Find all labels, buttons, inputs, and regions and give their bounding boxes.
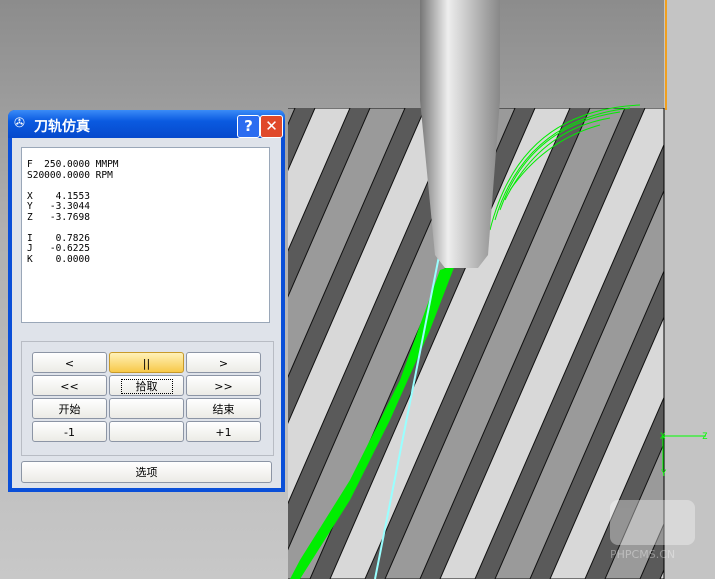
- helix-flute: [288, 108, 406, 379]
- helix-flute: [604, 442, 664, 579]
- axis-x-label: X: [660, 432, 666, 442]
- axis-y-label: Y: [661, 469, 667, 479]
- z-value: Z -3.7698: [27, 211, 90, 223]
- pick-button[interactable]: 拾取: [109, 375, 184, 396]
- helix-flute: [439, 108, 664, 579]
- helix-flute: [288, 108, 461, 505]
- app-icon: ✇: [14, 116, 25, 131]
- helix-flute: [288, 108, 296, 126]
- helix-flute: [494, 189, 664, 579]
- feed-rate: F 250.0000 MMPM: [27, 159, 119, 170]
- start-button[interactable]: 开始: [32, 398, 107, 419]
- helix-flute: [288, 108, 351, 252]
- watermark-logo: PHPCMS.CN: [610, 500, 695, 561]
- axis-z-label: Z: [702, 432, 708, 442]
- helix-flute: [549, 315, 664, 579]
- fast-forward-button[interactable]: >>: [186, 375, 261, 396]
- blank-button-2[interactable]: [109, 421, 184, 442]
- options-button[interactable]: 选项: [21, 461, 272, 483]
- i-value: I 0.7826: [27, 232, 90, 244]
- position-readout: F 250.0000 MMPM S20000.0000 RPM X 4.1553 Y…: [21, 147, 270, 323]
- helix-flute: [659, 568, 664, 579]
- blank-button-1[interactable]: [109, 398, 184, 419]
- plus-one-button[interactable]: +1: [186, 421, 261, 442]
- background-right: [664, 0, 715, 579]
- help-button[interactable]: ?: [237, 115, 260, 138]
- minus-one-button[interactable]: -1: [32, 421, 107, 442]
- toolpath-simulation-dialog: ✇ 刀轨仿真 ? ✕ F 250.0000 MMPM S20000.0000 RP…: [8, 110, 285, 492]
- close-button[interactable]: ✕: [260, 115, 283, 138]
- axis-triad: [662, 435, 706, 470]
- playback-controls: < || > << 拾取 >> 开始 结束 -1 +1: [21, 341, 274, 456]
- svg-text:PHPCMS.CN: PHPCMS.CN: [610, 548, 675, 561]
- j-value: J -0.6225: [27, 243, 90, 254]
- step-forward-button[interactable]: >: [186, 352, 261, 373]
- toolpath-cut: [290, 265, 455, 579]
- pause-button[interactable]: ||: [109, 352, 184, 373]
- k-value: K 0.0000: [27, 253, 90, 265]
- x-value: X 4.1553: [27, 190, 90, 202]
- dialog-title: 刀轨仿真: [34, 119, 90, 135]
- end-button[interactable]: 结束: [186, 398, 261, 419]
- cutting-tool: [420, 0, 500, 268]
- spindle-speed: S20000.0000 RPM: [27, 169, 113, 181]
- y-value: Y -3.3044: [27, 201, 90, 212]
- helix-flute: [384, 108, 626, 579]
- rewind-button[interactable]: <<: [32, 375, 107, 396]
- toolpath-arcs: [489, 104, 641, 231]
- dialog-title-bar[interactable]: ✇ 刀轨仿真 ? ✕: [8, 110, 285, 138]
- helix-flute: [329, 108, 571, 579]
- step-back-button[interactable]: <: [32, 352, 107, 373]
